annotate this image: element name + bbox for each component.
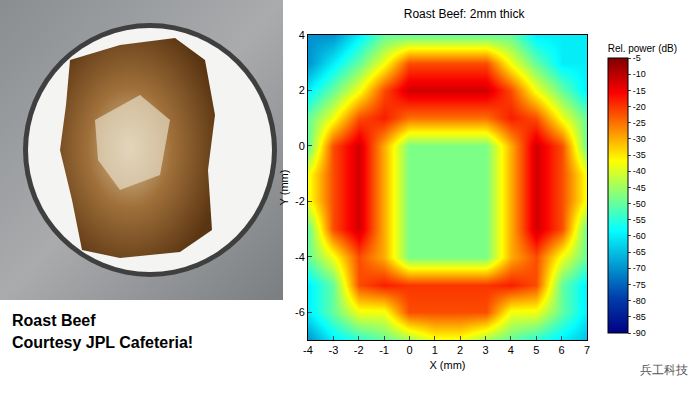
- svg-text:0: 0: [406, 344, 412, 356]
- svg-text:2: 2: [299, 84, 305, 96]
- svg-text:6: 6: [559, 344, 565, 356]
- html-text:Courtesy JPL Cafeteria!: Courtesy JPL Cafeteria!: [12, 334, 194, 351]
- svg-text:-55: -55: [633, 215, 646, 225]
- svg-text:-85: -85: [633, 312, 646, 322]
- svg-text:-2: -2: [295, 195, 305, 207]
- svg-text:4: 4: [508, 344, 514, 356]
- svg-text:-6: -6: [295, 306, 305, 318]
- svg-text:-45: -45: [633, 183, 646, 193]
- svg-text:-2: -2: [354, 344, 364, 356]
- svg-text:-90: -90: [633, 328, 646, 338]
- svg-text:7: 7: [584, 344, 590, 356]
- svg-text:-60: -60: [633, 231, 646, 241]
- svg-text:-20: -20: [633, 102, 646, 112]
- svg-text:-35: -35: [633, 150, 646, 160]
- svg-text:-65: -65: [633, 247, 646, 257]
- svg-text:-50: -50: [633, 199, 646, 209]
- svg-text:-15: -15: [633, 86, 646, 96]
- svg-text:Rel. power (dB): Rel. power (dB): [608, 43, 677, 54]
- svg-text:-4: -4: [303, 344, 313, 356]
- svg-text:-4: -4: [295, 251, 305, 263]
- html-text:Roast Beef: Roast Beef: [12, 312, 96, 329]
- svg-text:2: 2: [457, 344, 463, 356]
- html-text:兵工科技: 兵工科技: [640, 363, 688, 377]
- svg-text:0: 0: [299, 140, 305, 152]
- svg-text:1: 1: [432, 344, 438, 356]
- svg-text:-30: -30: [633, 134, 646, 144]
- svg-text:-40: -40: [633, 166, 646, 176]
- svg-text:4: 4: [299, 29, 305, 41]
- svg-text:-80: -80: [633, 296, 646, 306]
- svg-text:-1: -1: [379, 344, 389, 356]
- svg-text:Roast Beef: 2mm thick: Roast Beef: 2mm thick: [404, 7, 526, 21]
- svg-text:-3: -3: [328, 344, 338, 356]
- svg-text:-75: -75: [633, 280, 646, 290]
- svg-text:Y (mm): Y (mm): [278, 170, 290, 206]
- svg-text:5: 5: [533, 344, 539, 356]
- svg-text:X (mm): X (mm): [429, 359, 465, 371]
- svg-text:-5: -5: [633, 53, 641, 63]
- svg-text:-10: -10: [633, 69, 646, 79]
- svg-text:-25: -25: [633, 118, 646, 128]
- svg-text:3: 3: [482, 344, 488, 356]
- svg-text:-70: -70: [633, 263, 646, 273]
